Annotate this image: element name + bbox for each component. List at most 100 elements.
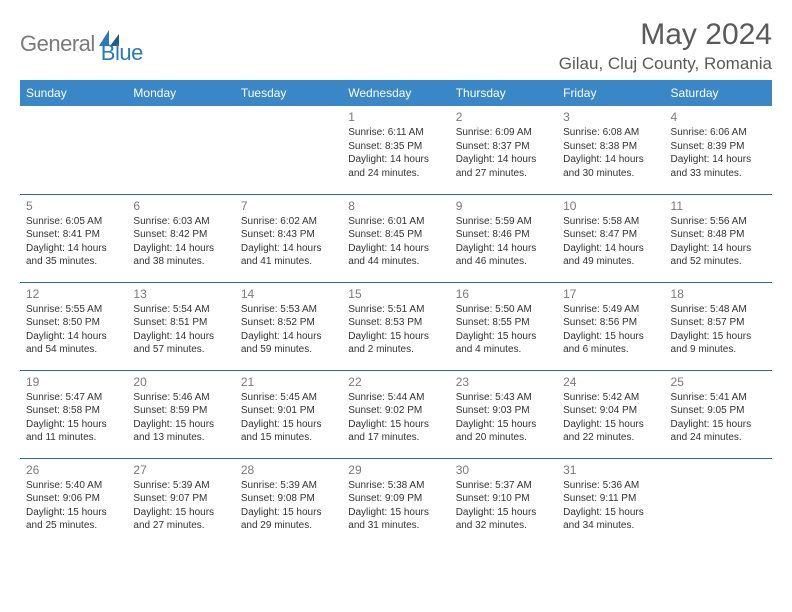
sunrise-line: Sunrise: 5:42 AM — [563, 391, 658, 405]
sunset-line: Sunset: 8:53 PM — [348, 316, 443, 330]
daylight-line: Daylight: 15 hours and 24 minutes. — [671, 418, 766, 445]
sunrise-line: Sunrise: 5:56 AM — [671, 215, 766, 229]
calendar-cell: 15Sunrise: 5:51 AMSunset: 8:53 PMDayligh… — [342, 282, 449, 370]
sunrise-line: Sunrise: 5:41 AM — [671, 391, 766, 405]
daylight-line: Daylight: 15 hours and 9 minutes. — [671, 330, 766, 357]
calendar-cell: 5 Sunrise: 6:05 AMSunset: 8:41 PMDaylight… — [20, 194, 127, 282]
calendar-cell: 22Sunrise: 5:44 AMSunset: 9:02 PMDayligh… — [342, 370, 449, 458]
sunrise-line: Sunrise: 6:11 AM — [348, 126, 443, 140]
location: Gilau, Cluj County, Romania — [559, 54, 772, 74]
weekday-header: Sunday — [20, 80, 127, 106]
day-number: 8 — [348, 199, 443, 213]
calendar-cell: 26Sunrise: 5:40 AMSunset: 9:06 PMDayligh… — [20, 458, 127, 546]
sunrise-line: Sunrise: 5:39 AM — [133, 479, 228, 493]
page-header: General Blue May 2024 Gilau, Cluj County… — [20, 18, 772, 74]
sunrise-line: Sunrise: 5:36 AM — [563, 479, 658, 493]
calendar-cell: 19Sunrise: 5:47 AMSunset: 8:58 PMDayligh… — [20, 370, 127, 458]
day-number: 23 — [456, 375, 551, 389]
sunset-line: Sunset: 8:55 PM — [456, 316, 551, 330]
calendar-cell: 2Sunrise: 6:09 AMSunset: 8:37 PMDaylight… — [450, 106, 557, 194]
calendar-row: 19Sunrise: 5:47 AMSunset: 8:58 PMDayligh… — [20, 370, 772, 458]
calendar-cell: 23Sunrise: 5:43 AMSunset: 9:03 PMDayligh… — [450, 370, 557, 458]
day-number: 17 — [563, 287, 658, 301]
day-number: 27 — [133, 463, 228, 477]
sunrise-line: Sunrise: 6:02 AM — [241, 215, 336, 229]
daylight-line: Daylight: 14 hours and 27 minutes. — [456, 153, 551, 180]
calendar-cell: 27Sunrise: 5:39 AMSunset: 9:07 PMDayligh… — [127, 458, 234, 546]
sunset-line: Sunset: 9:04 PM — [563, 404, 658, 418]
sunset-line: Sunset: 9:05 PM — [671, 404, 766, 418]
weekday-header: Saturday — [665, 80, 772, 106]
sunrise-line: Sunrise: 6:08 AM — [563, 126, 658, 140]
day-number: 28 — [241, 463, 336, 477]
day-number: 20 — [133, 375, 228, 389]
sunrise-line: Sunrise: 6:05 AM — [26, 215, 121, 229]
calendar-cell: 16Sunrise: 5:50 AMSunset: 8:55 PMDayligh… — [450, 282, 557, 370]
calendar-cell — [235, 106, 342, 194]
calendar-row: 12Sunrise: 5:55 AMSunset: 8:50 PMDayligh… — [20, 282, 772, 370]
daylight-line: Daylight: 14 hours and 35 minutes. — [26, 242, 121, 269]
calendar-cell: 29Sunrise: 5:38 AMSunset: 9:09 PMDayligh… — [342, 458, 449, 546]
sunset-line: Sunset: 9:01 PM — [241, 404, 336, 418]
weekday-header: Monday — [127, 80, 234, 106]
day-number: 12 — [26, 287, 121, 301]
sunrise-line: Sunrise: 6:01 AM — [348, 215, 443, 229]
sunset-line: Sunset: 8:37 PM — [456, 140, 551, 154]
sunrise-line: Sunrise: 5:45 AM — [241, 391, 336, 405]
day-number: 2 — [456, 110, 551, 124]
calendar-cell: 8Sunrise: 6:01 AMSunset: 8:45 PMDaylight… — [342, 194, 449, 282]
sunrise-line: Sunrise: 5:43 AM — [456, 391, 551, 405]
calendar-cell: 17 Sunrise: 5:49 AMSunset: 8:56 PMDayligh… — [557, 282, 664, 370]
calendar-row: 5Sunrise: 6:05 AMSunset: 8:41 PMDaylight… — [20, 194, 772, 282]
sunset-line: Sunset: 9:09 PM — [348, 492, 443, 506]
daylight-line: Daylight: 14 hours and 41 minutes. — [241, 242, 336, 269]
calendar-cell: 25Sunrise: 5:41 AMSunset: 9:05 PMDayligh… — [665, 370, 772, 458]
day-number: 19 — [26, 375, 121, 389]
sunrise-line: Sunrise: 5:38 AM — [348, 479, 443, 493]
title-block: May 2024 Gilau, Cluj County, Romania — [559, 18, 772, 74]
day-number: 30 — [456, 463, 551, 477]
daylight-line: Daylight: 15 hours and 32 minutes. — [456, 506, 551, 533]
calendar-cell — [127, 106, 234, 194]
day-number: 5 — [26, 199, 121, 213]
day-number: 13 — [133, 287, 228, 301]
sunrise-line: Sunrise: 5:49 AM — [563, 303, 658, 317]
daylight-line: Daylight: 14 hours and 59 minutes. — [241, 330, 336, 357]
daylight-line: Daylight: 15 hours and 17 minutes. — [348, 418, 443, 445]
sunset-line: Sunset: 8:39 PM — [671, 140, 766, 154]
day-number: 31 — [563, 463, 658, 477]
sunset-line: Sunset: 8:42 PM — [133, 228, 228, 242]
sunrise-line: Sunrise: 5:39 AM — [241, 479, 336, 493]
day-number: 6 — [133, 199, 228, 213]
sunrise-line: Sunrise: 5:37 AM — [456, 479, 551, 493]
calendar-cell: 6Sunrise: 6:03 AMSunset: 8:42 PMDaylight… — [127, 194, 234, 282]
calendar-cell: 31Sunrise: 5:36 AMSunset: 9:11 PMDayligh… — [557, 458, 664, 546]
calendar-cell: 9Sunrise: 5:59 AMSunset: 8:46 PMDaylight… — [450, 194, 557, 282]
day-number: 11 — [671, 199, 766, 213]
daylight-line: Daylight: 15 hours and 6 minutes. — [563, 330, 658, 357]
calendar-cell: 21Sunrise: 5:45 AMSunset: 9:01 PMDayligh… — [235, 370, 342, 458]
daylight-line: Daylight: 14 hours and 54 minutes. — [26, 330, 121, 357]
weekday-header: Thursday — [450, 80, 557, 106]
brand-word-2: Blue — [101, 22, 143, 66]
calendar-cell: 18Sunrise: 5:48 AMSunset: 8:57 PMDayligh… — [665, 282, 772, 370]
sunrise-line: Sunrise: 6:03 AM — [133, 215, 228, 229]
sunrise-line: Sunrise: 6:06 AM — [671, 126, 766, 140]
sunset-line: Sunset: 8:45 PM — [348, 228, 443, 242]
sunset-line: Sunset: 9:02 PM — [348, 404, 443, 418]
sunset-line: Sunset: 8:47 PM — [563, 228, 658, 242]
calendar-row: 26Sunrise: 5:40 AMSunset: 9:06 PMDayligh… — [20, 458, 772, 546]
sunrise-line: Sunrise: 5:40 AM — [26, 479, 121, 493]
sunset-line: Sunset: 8:41 PM — [26, 228, 121, 242]
month-year: May 2024 — [559, 18, 772, 52]
calendar-table: Sunday Monday Tuesday Wednesday Thursday… — [20, 80, 772, 546]
daylight-line: Daylight: 15 hours and 29 minutes. — [241, 506, 336, 533]
calendar-cell: 30Sunrise: 5:37 AMSunset: 9:10 PMDayligh… — [450, 458, 557, 546]
calendar-cell: 7Sunrise: 6:02 AMSunset: 8:43 PMDaylight… — [235, 194, 342, 282]
sunset-line: Sunset: 8:56 PM — [563, 316, 658, 330]
calendar-cell — [665, 458, 772, 546]
calendar-row: 1Sunrise: 6:11 AMSunset: 8:35 PMDaylight… — [20, 106, 772, 194]
daylight-line: Daylight: 14 hours and 49 minutes. — [563, 242, 658, 269]
sunrise-line: Sunrise: 5:54 AM — [133, 303, 228, 317]
sunrise-line: Sunrise: 5:58 AM — [563, 215, 658, 229]
